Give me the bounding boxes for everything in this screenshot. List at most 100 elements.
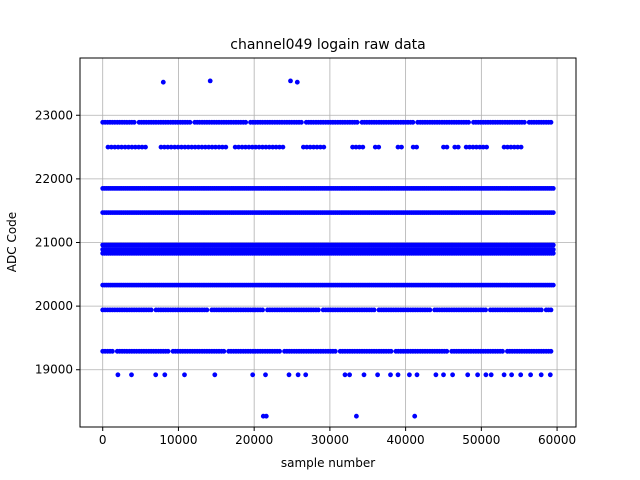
data-point bbox=[119, 144, 124, 150]
data-point bbox=[303, 372, 309, 378]
data-point bbox=[115, 144, 121, 150]
x-tick-label: 20000 bbox=[235, 433, 273, 447]
data-point bbox=[316, 307, 321, 313]
data-point bbox=[347, 372, 352, 378]
data-point bbox=[250, 372, 256, 378]
data-point bbox=[427, 307, 433, 313]
data-point bbox=[221, 348, 227, 354]
data-point bbox=[136, 144, 142, 150]
data-point bbox=[187, 119, 193, 125]
data-point bbox=[243, 119, 249, 125]
data-point bbox=[515, 144, 521, 150]
data-point bbox=[455, 144, 461, 150]
data-point bbox=[139, 144, 145, 150]
data-point bbox=[239, 144, 245, 150]
data-point bbox=[266, 144, 272, 150]
data-point bbox=[311, 144, 316, 150]
data-point bbox=[249, 144, 255, 150]
data-point bbox=[463, 144, 469, 150]
data-point bbox=[511, 144, 517, 150]
data-point bbox=[263, 372, 268, 378]
data-point bbox=[388, 372, 393, 378]
x-tick-label: 30000 bbox=[311, 433, 349, 447]
data-point bbox=[465, 372, 471, 378]
chart-title: channel049 logain raw data bbox=[230, 37, 425, 53]
data-point bbox=[158, 144, 164, 150]
data-point bbox=[148, 307, 154, 313]
data-point bbox=[501, 372, 507, 378]
data-point bbox=[480, 144, 486, 150]
data-point bbox=[216, 144, 222, 150]
data-point bbox=[299, 119, 304, 125]
data-point bbox=[277, 348, 282, 354]
data-point bbox=[314, 144, 320, 150]
data-point bbox=[483, 307, 488, 313]
data-point bbox=[212, 372, 218, 378]
data-point bbox=[522, 119, 527, 125]
data-point bbox=[236, 144, 242, 150]
data-point bbox=[172, 144, 178, 150]
data-point bbox=[508, 144, 514, 150]
data-point bbox=[350, 144, 355, 150]
data-point bbox=[153, 372, 159, 378]
data-point bbox=[132, 144, 138, 150]
data-point bbox=[115, 372, 121, 378]
x-tick-label: 50000 bbox=[462, 433, 500, 447]
data-point bbox=[509, 372, 514, 378]
data-point bbox=[246, 144, 252, 150]
data-point bbox=[260, 144, 265, 150]
data-point bbox=[414, 372, 420, 378]
data-point bbox=[375, 372, 380, 378]
data-point bbox=[433, 372, 439, 378]
data-point bbox=[110, 348, 115, 354]
data-point bbox=[548, 348, 554, 354]
data-point bbox=[444, 144, 450, 150]
data-point bbox=[160, 79, 166, 85]
data-point bbox=[399, 144, 404, 150]
gridlines bbox=[80, 58, 576, 427]
data-point bbox=[518, 144, 524, 150]
data-point bbox=[444, 348, 450, 354]
data-point bbox=[182, 144, 188, 150]
data-point bbox=[550, 282, 556, 288]
data-point bbox=[354, 119, 360, 125]
data-point bbox=[122, 144, 128, 150]
data-point bbox=[354, 413, 359, 419]
data-point bbox=[466, 119, 471, 125]
data-point bbox=[477, 144, 483, 150]
data-point bbox=[286, 372, 292, 378]
y-axis-label: ADC Code bbox=[5, 212, 19, 272]
data-point bbox=[273, 144, 279, 150]
data-point bbox=[395, 372, 401, 378]
y-tick-label: 23000 bbox=[35, 108, 73, 122]
data-point bbox=[185, 144, 191, 150]
data-point bbox=[372, 144, 378, 150]
data-point bbox=[209, 144, 215, 150]
data-point bbox=[501, 144, 507, 150]
data-point bbox=[410, 119, 416, 125]
data-point bbox=[483, 372, 489, 378]
data-point bbox=[452, 144, 458, 150]
data-point bbox=[407, 372, 412, 378]
data-point bbox=[500, 348, 505, 354]
data-point bbox=[538, 307, 544, 313]
data-point bbox=[162, 372, 168, 378]
data-point bbox=[388, 348, 394, 354]
x-axis-label: sample number bbox=[281, 456, 375, 470]
data-point bbox=[260, 307, 265, 313]
data-point bbox=[129, 144, 135, 150]
data-point bbox=[470, 144, 476, 150]
data-point bbox=[112, 144, 118, 150]
data-point bbox=[361, 372, 367, 378]
data-point bbox=[295, 372, 301, 378]
data-point bbox=[475, 372, 480, 378]
y-tick-label: 22000 bbox=[35, 172, 73, 186]
data-point bbox=[450, 372, 455, 378]
data-point bbox=[518, 372, 524, 378]
data-point bbox=[357, 144, 362, 150]
data-point bbox=[474, 144, 479, 150]
x-tick-label: 60000 bbox=[538, 433, 576, 447]
data-point bbox=[109, 144, 114, 150]
